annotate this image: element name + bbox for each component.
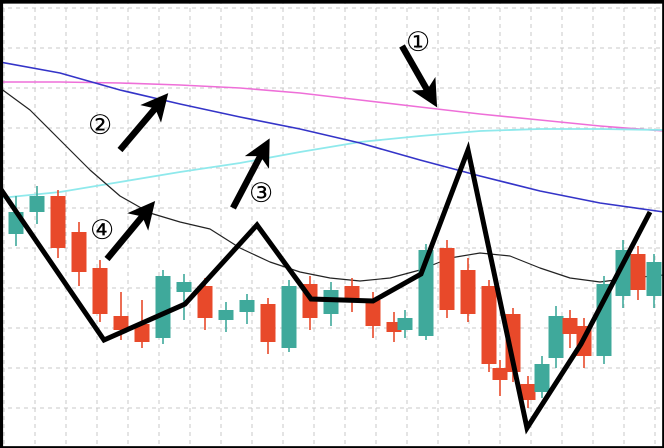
candle-body xyxy=(460,270,476,314)
anno-1-arrow xyxy=(399,44,438,108)
candle-body xyxy=(50,196,66,248)
candle-body xyxy=(239,300,255,312)
candle xyxy=(239,294,255,324)
candle xyxy=(481,280,497,372)
candle-body xyxy=(71,232,87,272)
candle-body xyxy=(260,304,276,342)
candle-body xyxy=(439,248,455,310)
candle-body xyxy=(534,364,550,392)
anno-3-label: ③ xyxy=(249,178,274,209)
candle-body xyxy=(646,262,662,296)
candle-body xyxy=(92,268,108,314)
candle-body xyxy=(492,368,508,380)
ma-line-MA-short-blue xyxy=(0,61,664,213)
candle xyxy=(386,312,402,342)
ma-line-MA-long-magenta xyxy=(0,81,664,132)
zigzag-trendline xyxy=(0,141,653,435)
candle-body xyxy=(197,286,213,318)
candle-body xyxy=(134,324,150,342)
ma-line-MA-mid-cyan xyxy=(0,128,664,199)
candle xyxy=(260,298,276,354)
candle xyxy=(630,246,646,300)
anno-1-label: ① xyxy=(406,27,431,58)
candle xyxy=(155,270,171,344)
candle xyxy=(397,310,413,338)
candle xyxy=(520,376,536,408)
candle xyxy=(492,360,508,396)
anno-2-label: ② xyxy=(88,110,113,141)
candle-body xyxy=(630,254,646,290)
anno-3-arrow xyxy=(230,138,270,210)
candle xyxy=(562,310,578,348)
candle-body xyxy=(29,196,45,212)
candle xyxy=(439,240,455,318)
candle-body xyxy=(218,310,234,320)
candle xyxy=(460,258,476,322)
candle-body xyxy=(562,318,578,334)
candle xyxy=(197,278,213,330)
candle-body xyxy=(176,282,192,292)
candle xyxy=(534,356,550,398)
candle-body xyxy=(386,322,402,332)
candle-body xyxy=(155,276,171,338)
candle xyxy=(218,302,234,332)
candle xyxy=(281,280,297,352)
candle-body xyxy=(397,318,413,330)
candle xyxy=(71,222,87,286)
candle-body xyxy=(505,314,521,372)
candle xyxy=(29,186,45,224)
candle-body xyxy=(365,300,381,326)
candle xyxy=(548,306,564,368)
annotation-arrows xyxy=(104,44,438,262)
candle xyxy=(176,274,192,320)
moving-average-lines xyxy=(0,61,664,283)
candle-body xyxy=(281,286,297,348)
candle-body xyxy=(481,286,497,364)
candle-body xyxy=(520,384,536,400)
candle xyxy=(646,254,662,308)
ma-line-MA-fast-black xyxy=(0,87,664,283)
anno-4-arrow xyxy=(104,200,156,262)
candle-body xyxy=(548,316,564,358)
candle xyxy=(92,260,108,322)
anno-2-arrow xyxy=(117,93,169,153)
candle xyxy=(50,190,66,258)
anno-4-label: ④ xyxy=(90,215,115,246)
candle-body xyxy=(113,316,129,330)
